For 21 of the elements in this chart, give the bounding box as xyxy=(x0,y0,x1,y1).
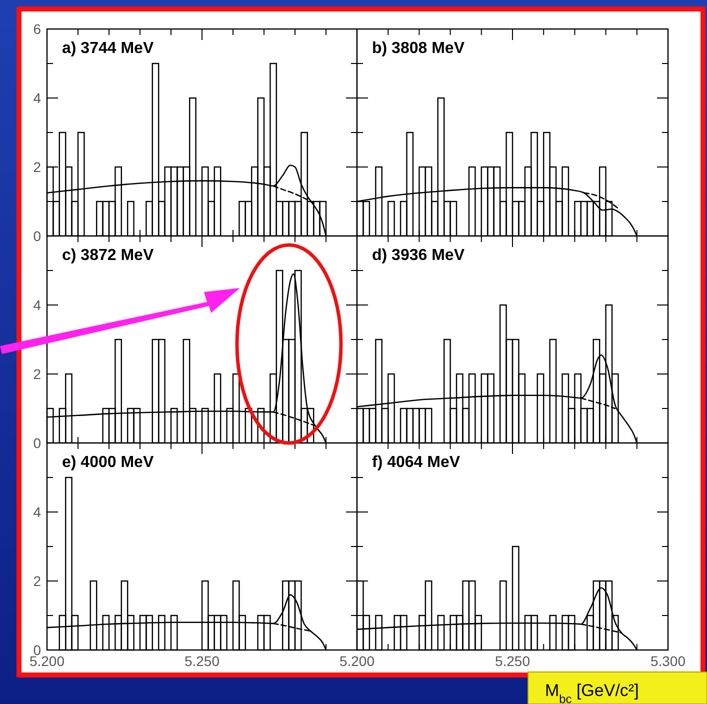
x-tick-label: 5.300 xyxy=(650,653,686,669)
x-axis-title: M$_{bc}$ [GeV/c²] xyxy=(545,681,639,704)
y-tick-label: 6 xyxy=(33,21,42,37)
text: a) 3744 MeV xyxy=(62,40,154,57)
y-tick-label: 2 xyxy=(33,366,42,382)
x-tick-label: 5.250 xyxy=(184,653,220,669)
text: b) 3808 MeV xyxy=(372,40,465,57)
y-tick-label: 0 xyxy=(33,642,42,658)
y-tick-label: 4 xyxy=(33,90,42,106)
x-tick-label: 5.200 xyxy=(339,653,375,669)
y-tick-label: 2 xyxy=(33,159,42,175)
text: e) 4000 MeV xyxy=(62,454,154,471)
text: d) 3936 MeV xyxy=(372,247,465,264)
y-tick-label: 4 xyxy=(33,504,42,520)
y-tick-label: 4 xyxy=(33,297,42,313)
y-tick-label: 0 xyxy=(33,228,42,244)
text: c) 3872 MeV xyxy=(62,247,154,264)
y-tick-label: 2 xyxy=(33,573,42,589)
x-tick-label: 5.250 xyxy=(494,653,530,669)
text: f) 4064 MeV xyxy=(372,454,460,471)
y-tick-label: 0 xyxy=(33,435,42,451)
